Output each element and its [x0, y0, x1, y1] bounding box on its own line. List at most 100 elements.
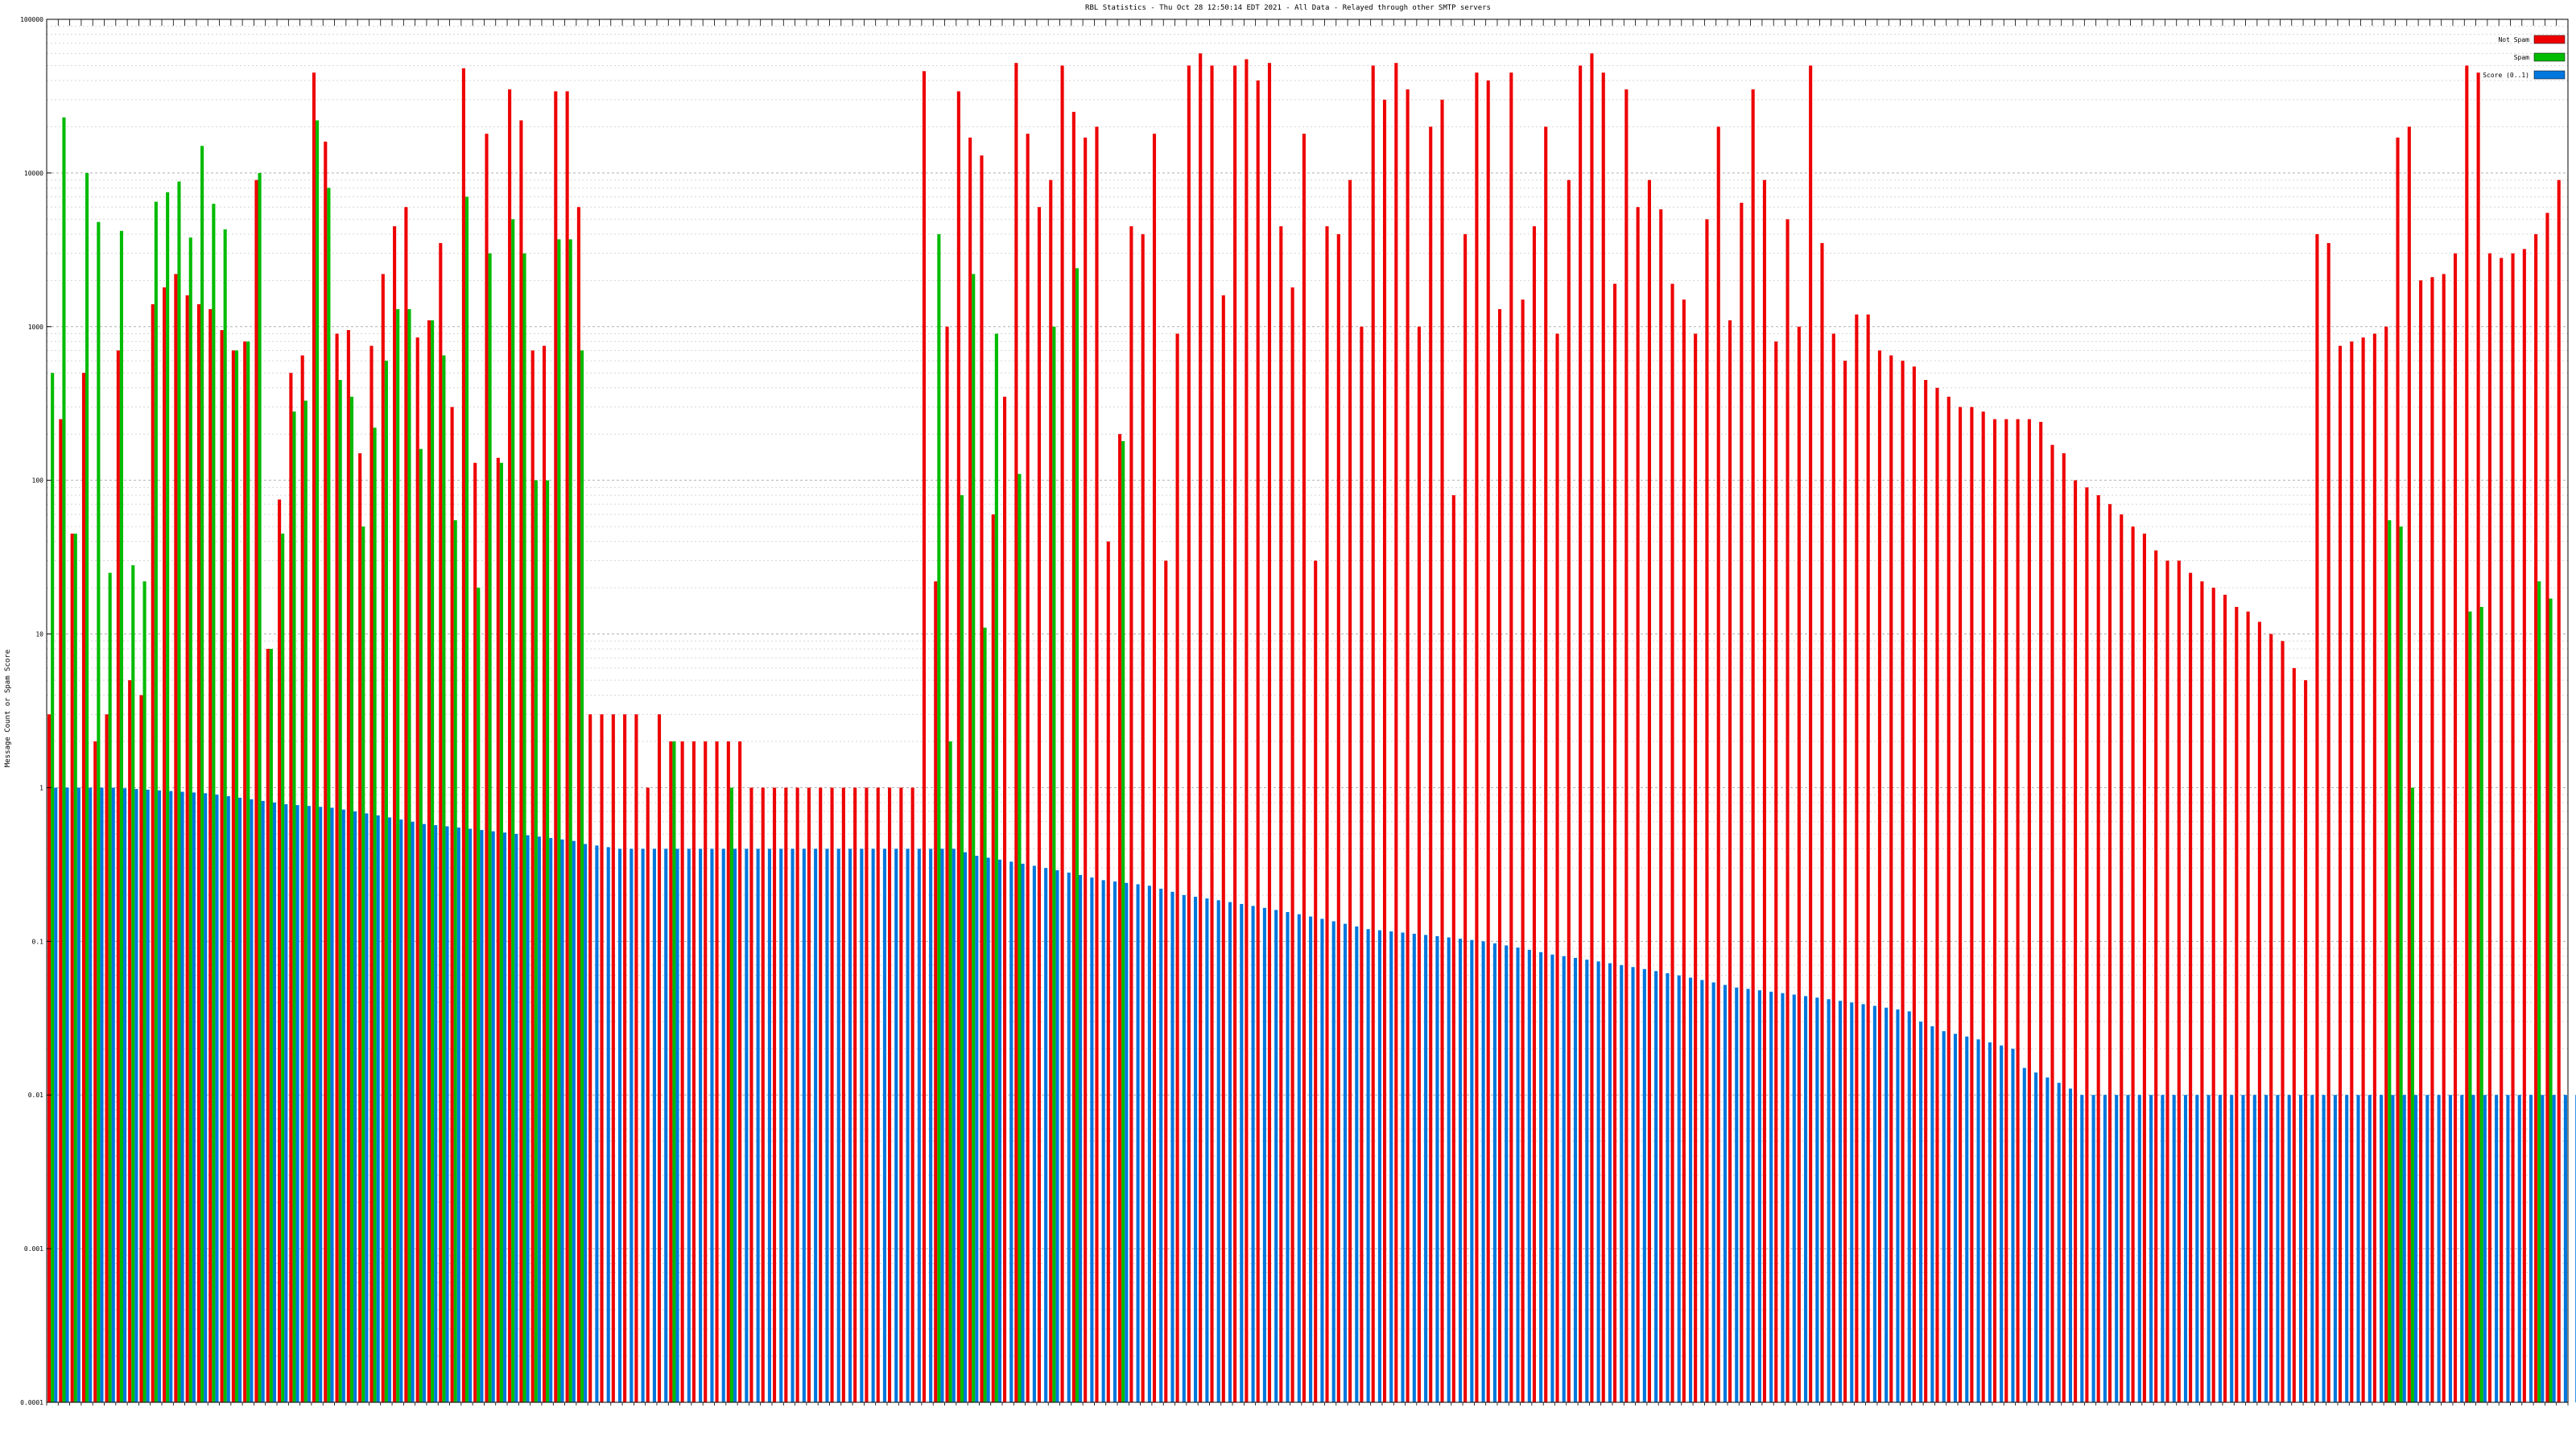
bar-score-0-1- [940, 848, 944, 1402]
bar-spam [557, 239, 561, 1402]
bar-not-spam [1325, 226, 1329, 1402]
bar-not-spam [1233, 65, 1237, 1403]
bar-not-spam [2557, 180, 2561, 1402]
bar-not-spam [1670, 283, 1674, 1403]
bar-not-spam [2534, 233, 2538, 1403]
bar-not-spam [174, 274, 178, 1402]
bar-not-spam [910, 787, 914, 1402]
bar-spam [316, 120, 320, 1403]
bar-score-0-1- [1527, 949, 1531, 1402]
bar-score-0-1- [1343, 923, 1348, 1402]
bar-score-0-1- [2183, 1095, 2188, 1402]
bar-not-spam [1785, 219, 1790, 1402]
bar-score-0-1- [1861, 1004, 1865, 1402]
bar-not-spam [991, 514, 995, 1402]
bar-not-spam [1924, 379, 1928, 1403]
bar-score-0-1- [1435, 935, 1439, 1402]
bar-not-spam [312, 72, 316, 1402]
bar-spam [361, 526, 365, 1403]
bar-score-0-1- [2091, 1095, 2095, 1402]
bar-not-spam [163, 287, 167, 1403]
bar-not-spam [2326, 242, 2330, 1402]
bar-not-spam [1394, 63, 1398, 1403]
bar-spam [2468, 611, 2472, 1402]
bar-score-0-1- [2402, 1095, 2406, 1402]
bar-not-spam [81, 373, 86, 1402]
bar-not-spam [1946, 396, 1951, 1403]
bar-not-spam [1820, 242, 1824, 1402]
bar-not-spam [1647, 180, 1651, 1402]
bar-score-0-1- [1907, 1011, 1911, 1402]
bar-not-spam [980, 155, 984, 1402]
bar-score-0-1- [1885, 1007, 1889, 1402]
bar-not-spam [2074, 480, 2078, 1402]
bar-score-0-1- [76, 787, 80, 1402]
bar-not-spam [1049, 180, 1053, 1402]
bar-not-spam [1716, 126, 1720, 1402]
bar-score-0-1- [250, 799, 254, 1402]
bar-not-spam [761, 787, 765, 1402]
x-ticks [46, 19, 2569, 1406]
bar-score-0-1- [2517, 1095, 2521, 1402]
bar-not-spam [1705, 219, 1709, 1402]
bar-not-spam [945, 326, 949, 1402]
bar-score-0-1- [2552, 1095, 2556, 1402]
bar-not-spam [1302, 134, 1306, 1403]
bar-score-0-1- [2298, 1095, 2303, 1402]
bar-not-spam [1451, 495, 1455, 1402]
bar-score-0-1- [2460, 1095, 2464, 1402]
bar-not-spam [1314, 560, 1318, 1402]
bar-not-spam [2177, 560, 2181, 1402]
bar-not-spam [1981, 411, 1985, 1402]
bar-not-spam [669, 741, 673, 1402]
bar-score-0-1- [2207, 1095, 2211, 1402]
bar-score-0-1- [2103, 1095, 2107, 1402]
bar-score-0-1- [745, 848, 749, 1402]
bar-not-spam [1129, 226, 1133, 1402]
bar-score-0-1- [491, 831, 495, 1402]
bar-score-0-1- [1228, 902, 1232, 1402]
y-tick-label: 0.1 [32, 938, 44, 945]
bar-score-0-1- [100, 787, 104, 1402]
bar-not-spam [266, 649, 270, 1402]
bar-score-0-1- [2448, 1095, 2452, 1402]
bar-score-0-1- [1401, 932, 1405, 1402]
bar-not-spam [1682, 299, 1686, 1402]
bar-not-spam [1831, 333, 1835, 1403]
bar-not-spam [2189, 572, 2193, 1402]
bar-not-spam [934, 581, 938, 1402]
bar-spam [338, 379, 342, 1403]
legend-swatch [2533, 52, 2566, 62]
bar-spam [948, 741, 952, 1402]
bar-score-0-1- [2046, 1077, 2050, 1402]
bar-spam [1075, 268, 1080, 1402]
bar-score-0-1- [986, 857, 990, 1402]
bar-spam [2410, 787, 2414, 1402]
bar-not-spam [715, 741, 719, 1402]
bar-not-spam [1003, 396, 1007, 1403]
bar-score-0-1- [675, 848, 679, 1402]
bar-not-spam [1440, 99, 1444, 1402]
bar-not-spam [876, 787, 880, 1402]
bar-not-spam [2419, 280, 2423, 1403]
bar-not-spam [196, 303, 201, 1402]
bar-not-spam [289, 373, 293, 1402]
bar-score-0-1- [1377, 930, 1381, 1402]
bar-spam [546, 480, 550, 1402]
bar-spam [292, 411, 296, 1402]
bar-not-spam [254, 180, 258, 1402]
bar-not-spam [819, 787, 823, 1402]
bar-score-0-1- [1492, 943, 1496, 1402]
bar-score-0-1- [399, 819, 403, 1402]
bar-not-spam [2085, 487, 2089, 1402]
bar-score-0-1- [341, 809, 345, 1402]
bar-score-0-1- [1792, 994, 1796, 1402]
bar-not-spam [473, 462, 477, 1402]
bar-score-0-1- [353, 811, 357, 1402]
bar-score-0-1- [1194, 896, 1198, 1402]
bar-spam [464, 196, 469, 1402]
bar-score-0-1- [1573, 957, 1578, 1402]
bar-score-0-1- [434, 825, 438, 1402]
bar-not-spam [324, 141, 328, 1402]
